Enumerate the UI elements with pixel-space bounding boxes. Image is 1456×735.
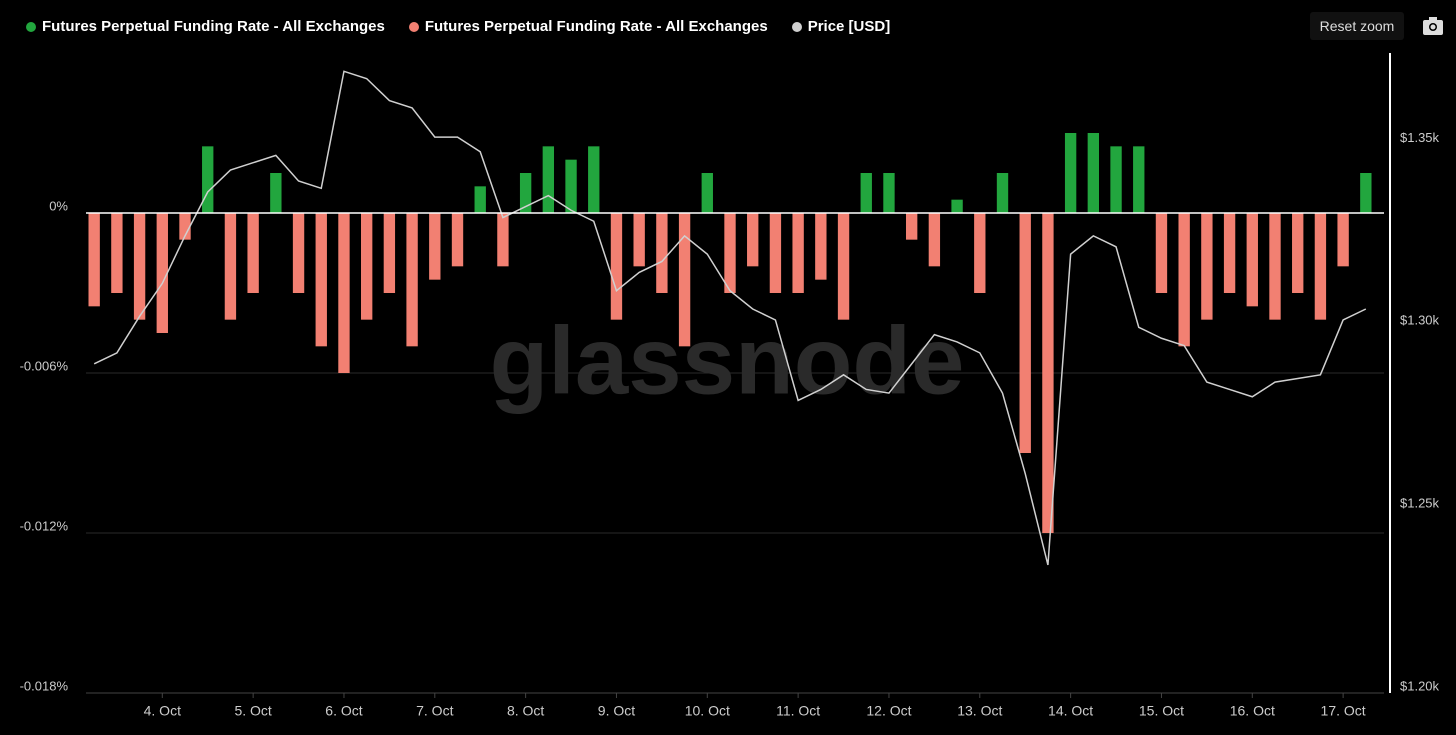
- bar: [860, 173, 872, 213]
- x-tick-label: 7. Oct: [416, 703, 453, 719]
- bar: [1337, 213, 1349, 267]
- x-tick-label: 13. Oct: [957, 703, 1002, 719]
- x-tick-label: 4. Oct: [144, 703, 181, 719]
- bar: [815, 213, 827, 280]
- y2-tick-label: $1.25k: [1400, 496, 1440, 511]
- legend-marker: [791, 21, 802, 32]
- legend-item[interactable]: Price [USD]: [791, 18, 891, 35]
- bar: [701, 173, 713, 213]
- bar: [1064, 133, 1077, 213]
- bar: [406, 213, 418, 347]
- watermark: glassnode: [490, 307, 965, 414]
- y2-tick-label: $1.35k: [1400, 130, 1440, 145]
- bar: [474, 186, 486, 213]
- bar: [111, 213, 123, 293]
- bar: [724, 213, 736, 293]
- bar: [429, 213, 441, 280]
- legend-label: Futures Perpetual Funding Rate - All Exc…: [42, 18, 385, 35]
- bar: [383, 213, 396, 293]
- bar: [1133, 146, 1145, 213]
- bar: [247, 213, 259, 293]
- bar: [1155, 213, 1168, 293]
- bar: [837, 213, 850, 320]
- x-tick-label: 12. Oct: [866, 703, 911, 719]
- bar: [1042, 213, 1054, 533]
- x-tick-label: 17. Oct: [1321, 703, 1366, 719]
- bar: [270, 173, 282, 213]
- bar: [905, 213, 918, 240]
- legend-item[interactable]: Futures Perpetual Funding Rate - All Exc…: [26, 18, 385, 35]
- bar: [451, 213, 464, 267]
- bar: [565, 159, 577, 213]
- x-tick-label: 10. Oct: [685, 703, 730, 719]
- bar: [610, 213, 623, 320]
- camera-icon[interactable]: [1422, 16, 1444, 36]
- x-tick-label: 8. Oct: [507, 703, 544, 719]
- bar: [747, 213, 759, 267]
- bar: [542, 146, 555, 213]
- y-tick-label: -0.018%: [20, 678, 69, 693]
- bar: [202, 146, 214, 213]
- bar: [338, 213, 350, 373]
- bar: [1223, 213, 1236, 293]
- x-tick-label: 11. Oct: [776, 703, 820, 719]
- legend-item[interactable]: Futures Perpetual Funding Rate - All Exc…: [408, 18, 768, 35]
- bar: [678, 213, 691, 347]
- y-tick-label: -0.012%: [20, 518, 69, 533]
- bar: [497, 213, 509, 267]
- price-line: [93, 70, 1367, 566]
- bar: [224, 213, 237, 320]
- x-tick-label: 15. Oct: [1139, 703, 1184, 719]
- bar: [1292, 213, 1304, 293]
- bar: [974, 213, 986, 293]
- x-tick-label: 5. Oct: [234, 703, 271, 719]
- bar: [88, 213, 100, 307]
- bar: [1178, 213, 1190, 347]
- bar: [633, 213, 645, 267]
- legend-label: Price [USD]: [807, 18, 891, 35]
- bar: [156, 213, 168, 333]
- bar: [179, 213, 191, 240]
- legend-label: Futures Perpetual Funding Rate - All Exc…: [424, 18, 768, 35]
- y-tick-label: -0.006%: [20, 358, 69, 373]
- bar: [1246, 213, 1258, 307]
- y-tick-label: 0%: [49, 198, 68, 213]
- bar: [1019, 213, 1031, 453]
- bar: [519, 173, 532, 213]
- bar: [792, 213, 804, 293]
- y2-tick-label: $1.20k: [1400, 678, 1440, 693]
- legend: Futures Perpetual Funding Rate - All Exc…: [26, 18, 890, 35]
- bar: [1314, 213, 1327, 320]
- bar: [133, 213, 146, 320]
- x-tick-label: 14. Oct: [1048, 703, 1093, 719]
- bar: [588, 146, 600, 213]
- bar: [769, 213, 782, 293]
- bar: [656, 213, 668, 293]
- x-tick-label: 16. Oct: [1230, 703, 1275, 719]
- bar: [928, 213, 941, 267]
- legend-marker: [26, 21, 36, 32]
- legend-marker: [408, 21, 419, 32]
- bar: [951, 199, 963, 213]
- bar: [883, 173, 895, 213]
- bar: [292, 213, 305, 293]
- bar: [1201, 213, 1213, 320]
- bar: [996, 173, 1009, 213]
- x-tick-label: 9. Oct: [598, 703, 635, 719]
- bar: [1360, 173, 1372, 213]
- bar: [1269, 213, 1281, 320]
- y2-tick-label: $1.30k: [1400, 313, 1440, 328]
- bar: [1110, 146, 1122, 213]
- bar: [315, 213, 327, 347]
- bar: [1087, 133, 1100, 213]
- reset-zoom-button[interactable]: Reset zoom: [1310, 12, 1404, 40]
- x-tick-label: 6. Oct: [325, 703, 362, 719]
- bar: [360, 213, 373, 320]
